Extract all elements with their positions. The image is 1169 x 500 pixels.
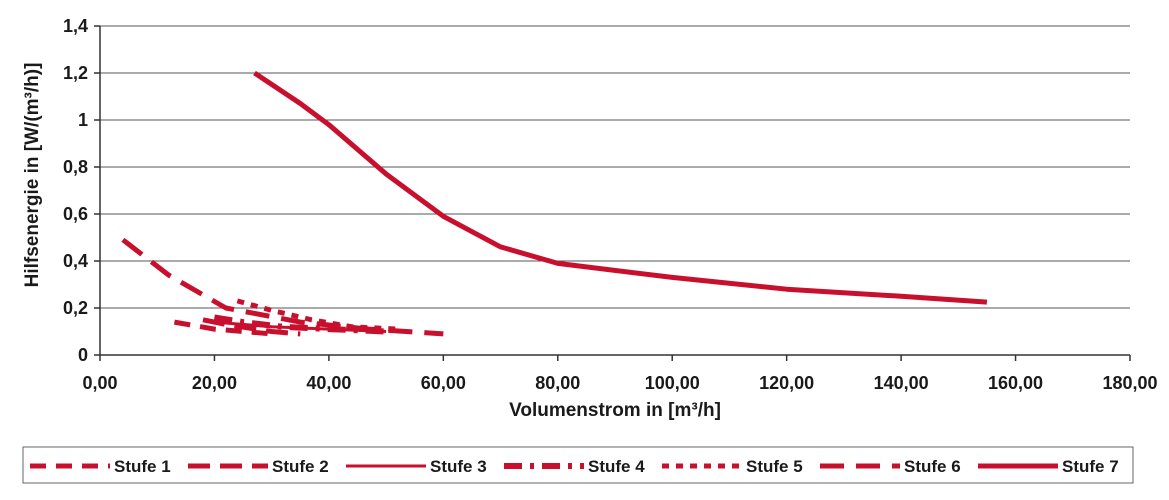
y-tick-label: 0,8 xyxy=(63,157,88,177)
legend-label-2: Stufe 2 xyxy=(272,457,329,476)
x-tick-labels: 0,00 20,00 40,00 60,00 80,00 100,00 120,00 140,… xyxy=(82,355,1158,393)
series-line-1 xyxy=(173,319,272,337)
x-tick-label: 120,00 xyxy=(759,373,814,393)
legend-label-7: Stufe 7 xyxy=(1062,457,1119,476)
series-line-6 xyxy=(121,237,444,337)
y-tick-label: 1 xyxy=(78,110,88,130)
y-tick-label: 0,6 xyxy=(63,204,88,224)
x-tick-label: 40,00 xyxy=(306,373,351,393)
legend-label-4: Stufe 4 xyxy=(588,457,645,476)
x-tick-label: 20,00 xyxy=(192,373,237,393)
x-tick-label: 140,00 xyxy=(874,373,929,393)
x-tick-label: 80,00 xyxy=(535,373,580,393)
y-tick-label: 1,4 xyxy=(63,16,88,36)
x-tick-label: 60,00 xyxy=(421,373,466,393)
legend-label-1: Stufe 1 xyxy=(114,457,171,476)
x-tick-label: 160,00 xyxy=(988,373,1043,393)
x-axis-title: Volumenstrom in [m³/h] xyxy=(509,400,721,421)
x-tick-label: 180,00 xyxy=(1102,373,1157,393)
y-tick-labels: 0 0,2 0,4 0,6 0,8 1 1,2 1,4 xyxy=(63,16,100,365)
y-tick-label: 0 xyxy=(78,345,88,365)
y-tick-label: 1,2 xyxy=(63,63,88,83)
legend-label-6: Stufe 6 xyxy=(904,457,961,476)
axes xyxy=(99,26,1130,356)
y-tick-label: 0,2 xyxy=(63,298,88,318)
x-tick-label: 0,00 xyxy=(82,373,117,393)
series-lines xyxy=(121,70,988,337)
gridlines xyxy=(100,25,1130,309)
series-line-7 xyxy=(253,70,988,305)
y-tick-label: 0,4 xyxy=(63,251,88,271)
x-tick-label: 100,00 xyxy=(645,373,700,393)
legend-label-5: Stufe 5 xyxy=(746,457,803,476)
legend: Stufe 1 Stufe 2 Stufe 3 Stufe 4 Stufe 5 Stufe… xyxy=(22,446,1134,484)
legend-label-3: Stufe 3 xyxy=(430,457,487,476)
y-axis-title: Hilfsenergie in [W/(m³/h)] xyxy=(22,63,43,288)
